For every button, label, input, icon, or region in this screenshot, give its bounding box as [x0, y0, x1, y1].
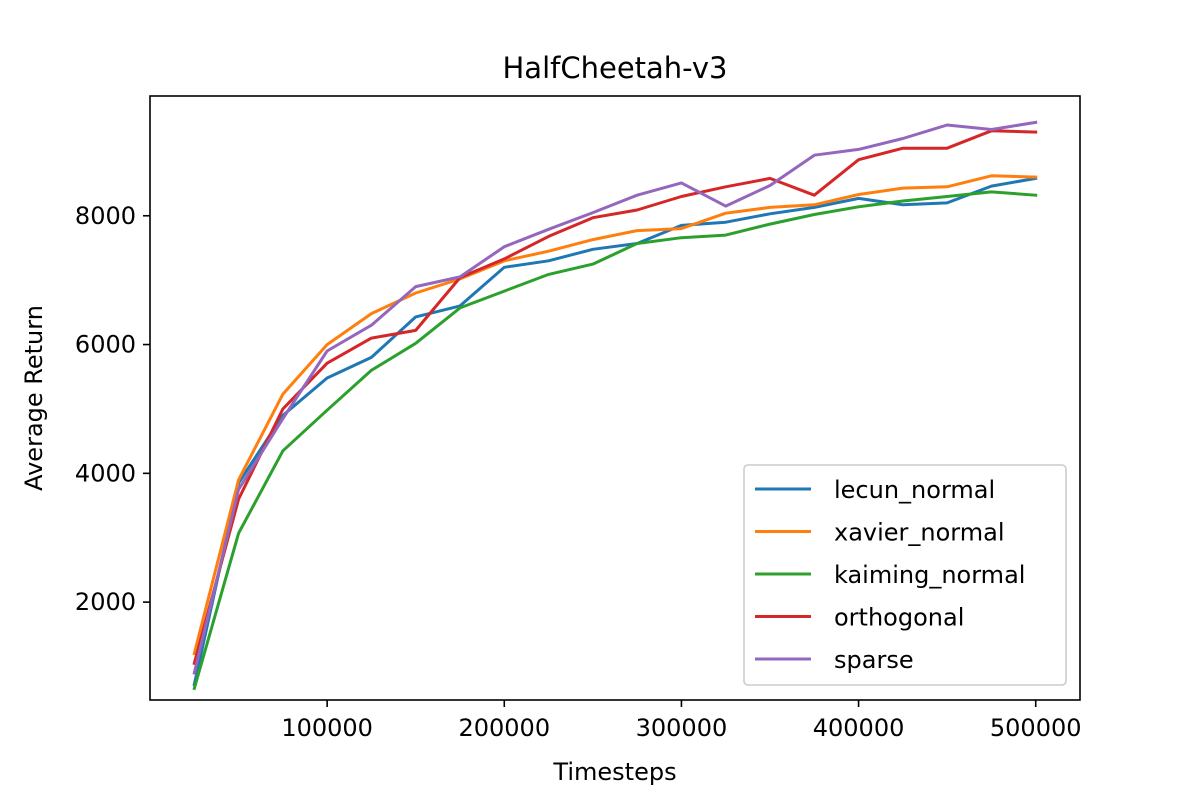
legend-item: orthogonal	[755, 604, 964, 632]
chart-title: HalfCheetah-v3	[503, 51, 728, 85]
legend-item: sparse	[755, 646, 914, 674]
series-line-xavier-normal	[192, 174, 1038, 656]
legend-label: sparse	[834, 646, 914, 674]
series-line-kaiming-normal	[192, 190, 1038, 691]
legend-item: lecun_normal	[755, 476, 995, 504]
plot-area	[149, 95, 1081, 701]
legend-label: lecun_normal	[834, 476, 995, 504]
x-tick-label: 500000	[990, 714, 1082, 742]
legend-item: kaiming_normal	[755, 561, 1025, 589]
y-axis: 2000 4000 6000 8000	[75, 202, 150, 616]
plot-frame	[149, 95, 1081, 701]
legend-label: xavier_normal	[834, 519, 1005, 547]
series-lines	[192, 120, 1038, 691]
y-tick-label: 6000	[75, 331, 136, 359]
x-tick-label: 200000	[458, 714, 550, 742]
x-axis-label: Timesteps	[552, 758, 676, 786]
x-tick-label: 300000	[636, 714, 728, 742]
y-tick-label: 2000	[75, 588, 136, 616]
series-line-orthogonal	[192, 129, 1038, 666]
x-axis: 100000 200000 300000 400000 500000	[281, 700, 1082, 742]
y-tick-label: 4000	[75, 459, 136, 487]
x-tick-label: 400000	[813, 714, 905, 742]
x-tick-label: 100000	[281, 714, 373, 742]
legend-label: kaiming_normal	[834, 561, 1025, 589]
legend-item: xavier_normal	[755, 519, 1005, 547]
series-line-lecun-normal	[192, 176, 1038, 687]
series-line-sparse	[192, 120, 1038, 675]
legend-box	[743, 464, 1067, 686]
legend: lecun_normal xavier_normal kaiming_normalo…	[743, 464, 1067, 686]
y-axis-label: Average Return	[20, 305, 48, 491]
legend-label: orthogonal	[834, 604, 964, 632]
y-tick-label: 8000	[75, 202, 136, 230]
